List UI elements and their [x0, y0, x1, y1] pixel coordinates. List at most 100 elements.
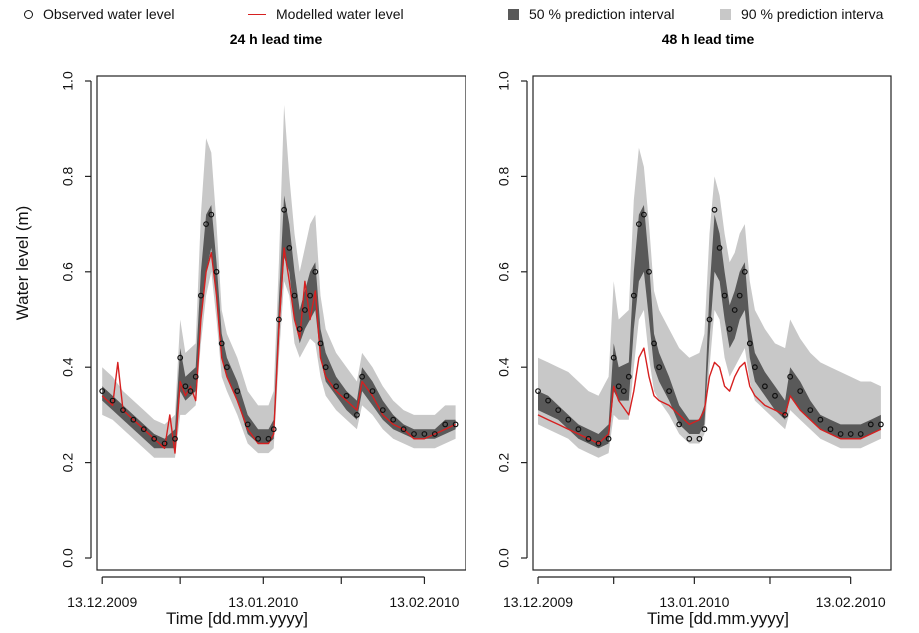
observed-point-24h — [421, 431, 428, 437]
observed-point-24h — [379, 407, 386, 414]
observed-point-48h — [555, 407, 562, 414]
observed-point-48h — [721, 292, 728, 299]
observed-point-24h — [177, 354, 184, 361]
observed-point-48h — [867, 421, 874, 428]
red-line-icon — [248, 13, 266, 15]
observed-point-48h — [696, 435, 703, 442]
observed-point-48h — [585, 435, 592, 442]
observed-point-48h — [625, 373, 632, 380]
x-axis-label-48h: Time [dd.mm.yyyy] — [647, 609, 789, 628]
plot-frame-24h — [96, 75, 466, 571]
observed-point-48h — [807, 407, 814, 414]
observed-point-24h — [442, 421, 449, 428]
observed-point-24h — [312, 268, 319, 275]
x-tick-label-24h: 13.12.2009 — [67, 594, 137, 610]
observed-point-24h — [208, 211, 215, 218]
observed-point-48h — [701, 426, 708, 433]
observed-point-24h — [203, 221, 210, 228]
observed-point-24h — [265, 435, 272, 442]
x-tick-label-48h: 13.02.2010 — [816, 594, 886, 610]
y-tick-label-48h: 0.8 — [496, 166, 512, 186]
open-circle-icon — [24, 9, 33, 19]
x-axis-label-24h: Time [dd.mm.yyyy] — [166, 609, 308, 628]
observed-point-48h — [837, 431, 844, 437]
observed-point-48h — [646, 268, 652, 275]
observed-point-24h — [109, 397, 116, 404]
observed-point-24h — [172, 435, 178, 442]
observed-point-24h — [218, 340, 225, 347]
observed-point-48h — [535, 388, 541, 395]
observed-point-48h — [630, 292, 637, 299]
chart-title-48h: 48 h lead time — [662, 31, 755, 47]
chart-24h: 24 h lead time Time [dd.mm.yyyy] Water l… — [13, 31, 466, 628]
observed-point-48h — [817, 416, 824, 423]
observed-point-24h — [286, 244, 293, 251]
observed-point-48h — [676, 421, 683, 428]
observed-point-48h — [878, 421, 884, 428]
observed-point-24h — [411, 431, 417, 437]
legend-observed: Observed water level — [22, 6, 175, 22]
observed-point-24h — [140, 426, 147, 433]
observed-point-48h — [847, 431, 854, 437]
legend-modelled-label: Modelled water level — [276, 6, 404, 22]
observed-point-24h — [400, 426, 407, 433]
observed-point-48h — [595, 440, 602, 447]
observed-point-48h — [752, 364, 758, 371]
observed-point-48h — [575, 426, 582, 433]
x-tick-label-48h: 13.01.2010 — [659, 594, 729, 610]
observed-point-24h — [270, 426, 277, 433]
observed-point-48h — [545, 397, 551, 404]
observed-point-24h — [197, 292, 204, 299]
observed-point-24h — [322, 364, 329, 371]
observed-point-48h — [741, 268, 748, 275]
observed-point-24h — [431, 431, 438, 437]
observed-point-48h — [787, 373, 794, 380]
observed-point-48h — [635, 221, 642, 228]
band-50-48h — [538, 205, 881, 449]
y-tick-label-24h: 1.0 — [60, 71, 76, 91]
chart-48h: 48 h lead time Time [dd.mm.yyyy] 0.0 0.2 0… — [496, 31, 892, 628]
observed-point-24h — [302, 307, 308, 313]
observed-point-48h — [716, 244, 723, 251]
y-tick-label-24h: 0.8 — [60, 166, 76, 186]
plot-frame-48h — [532, 75, 892, 571]
observed-point-24h — [120, 407, 126, 414]
legend: Observed water level Modelled water leve… — [0, 0, 919, 30]
observed-point-48h — [666, 388, 673, 395]
y-tick-label-48h: 0.2 — [496, 453, 512, 473]
y-tick-label-48h: 1.0 — [496, 71, 512, 91]
observed-point-24h — [255, 435, 262, 442]
observed-point-48h — [731, 307, 738, 313]
observed-point-24h — [452, 421, 459, 428]
light-square-icon — [720, 8, 731, 20]
observed-point-48h — [746, 340, 753, 347]
observed-point-24h — [192, 373, 199, 380]
legend-pi90-label: 90 % prediction interva — [741, 6, 884, 22]
observed-point-48h — [656, 364, 663, 371]
observed-point-24h — [213, 268, 220, 275]
y-tick-label-24h: 0.2 — [60, 453, 76, 473]
observed-point-48h — [827, 426, 834, 433]
dark-square-icon — [508, 8, 519, 20]
observed-point-24h — [161, 440, 168, 447]
legend-pi50-label: 50 % prediction interval — [529, 6, 675, 22]
observed-point-48h — [565, 416, 572, 423]
y-tick-label-24h: 0.4 — [60, 357, 76, 377]
observed-point-24h — [130, 416, 137, 423]
x-tick-label-24h: 13.01.2010 — [228, 594, 298, 610]
observed-point-24h — [223, 364, 230, 371]
observed-point-24h — [343, 392, 350, 399]
observed-point-24h — [296, 326, 303, 332]
observed-point-48h — [711, 206, 718, 213]
band-90-24h — [102, 104, 456, 458]
x-tick-label-48h: 13.12.2009 — [503, 594, 573, 610]
y-tick-label-24h: 0.0 — [60, 548, 76, 568]
observed-point-48h — [797, 388, 804, 395]
observed-point-24h — [291, 292, 298, 299]
observed-point-24h — [99, 388, 106, 395]
y-axis-label-24h: Water level (m) — [13, 206, 32, 321]
observed-point-48h — [726, 326, 733, 332]
observed-point-48h — [610, 354, 617, 361]
y-tick-label-24h: 0.6 — [60, 262, 76, 282]
observed-point-48h — [782, 412, 789, 418]
